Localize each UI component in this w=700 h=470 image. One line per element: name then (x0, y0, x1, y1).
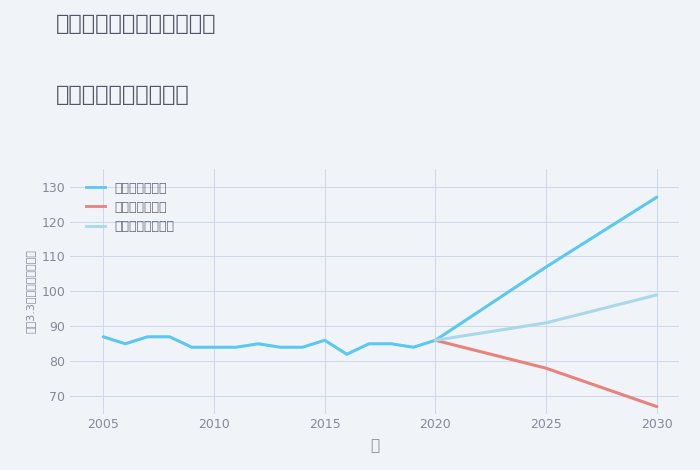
Text: 兵庫県丹波市市島町喜多の: 兵庫県丹波市市島町喜多の (56, 14, 216, 34)
Y-axis label: 坪（3.3㎡）単価（万円）: 坪（3.3㎡）単価（万円） (26, 250, 36, 333)
Text: 中古戸建ての価格推移: 中古戸建ての価格推移 (56, 85, 190, 105)
Legend: グッドシナリオ, バッドシナリオ, ノーマルシナリオ: グッドシナリオ, バッドシナリオ, ノーマルシナリオ (83, 178, 178, 237)
X-axis label: 年: 年 (370, 439, 379, 454)
